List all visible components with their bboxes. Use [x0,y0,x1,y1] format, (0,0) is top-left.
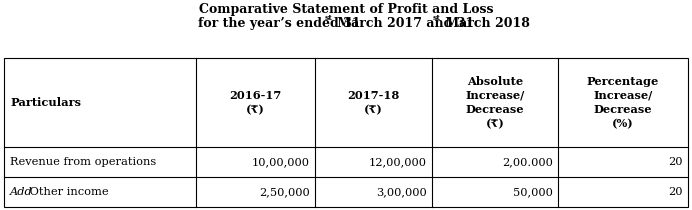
Text: Other income: Other income [26,187,109,197]
Text: Add: Add [10,187,33,197]
Text: st: st [325,14,333,22]
Text: 2,00.000: 2,00.000 [502,157,553,167]
Text: Absolute
Increase/
Decrease
(₹): Absolute Increase/ Decrease (₹) [466,76,525,129]
Bar [4,58,688,207]
Text: 20: 20 [668,157,683,167]
Text: 10,00,000: 10,00,000 [252,157,310,167]
Text: Percentage
Increase/
Decrease
(%): Percentage Increase/ Decrease (%) [587,76,659,129]
Text: Comparative Statement of Profit and Loss: Comparative Statement of Profit and Loss [199,3,493,16]
Text: for the year’s ended 31: for the year’s ended 31 [198,17,361,30]
Text: 2017-18
(₹): 2017-18 (₹) [347,90,399,115]
Text: Revenue from operations: Revenue from operations [10,157,156,167]
Text: 2016-17
(₹): 2016-17 (₹) [229,90,282,115]
Text: 12,00,000: 12,00,000 [369,157,427,167]
Text: 20: 20 [668,187,683,197]
Text: March 2018: March 2018 [441,17,530,30]
Text: st: st [433,14,441,22]
Text: 50,000: 50,000 [513,187,553,197]
Text: Particulars: Particulars [10,97,81,108]
Text: 3,00,000: 3,00,000 [376,187,427,197]
Text: 2,50,000: 2,50,000 [260,187,310,197]
Text: March 2017 and 31: March 2017 and 31 [333,17,474,30]
